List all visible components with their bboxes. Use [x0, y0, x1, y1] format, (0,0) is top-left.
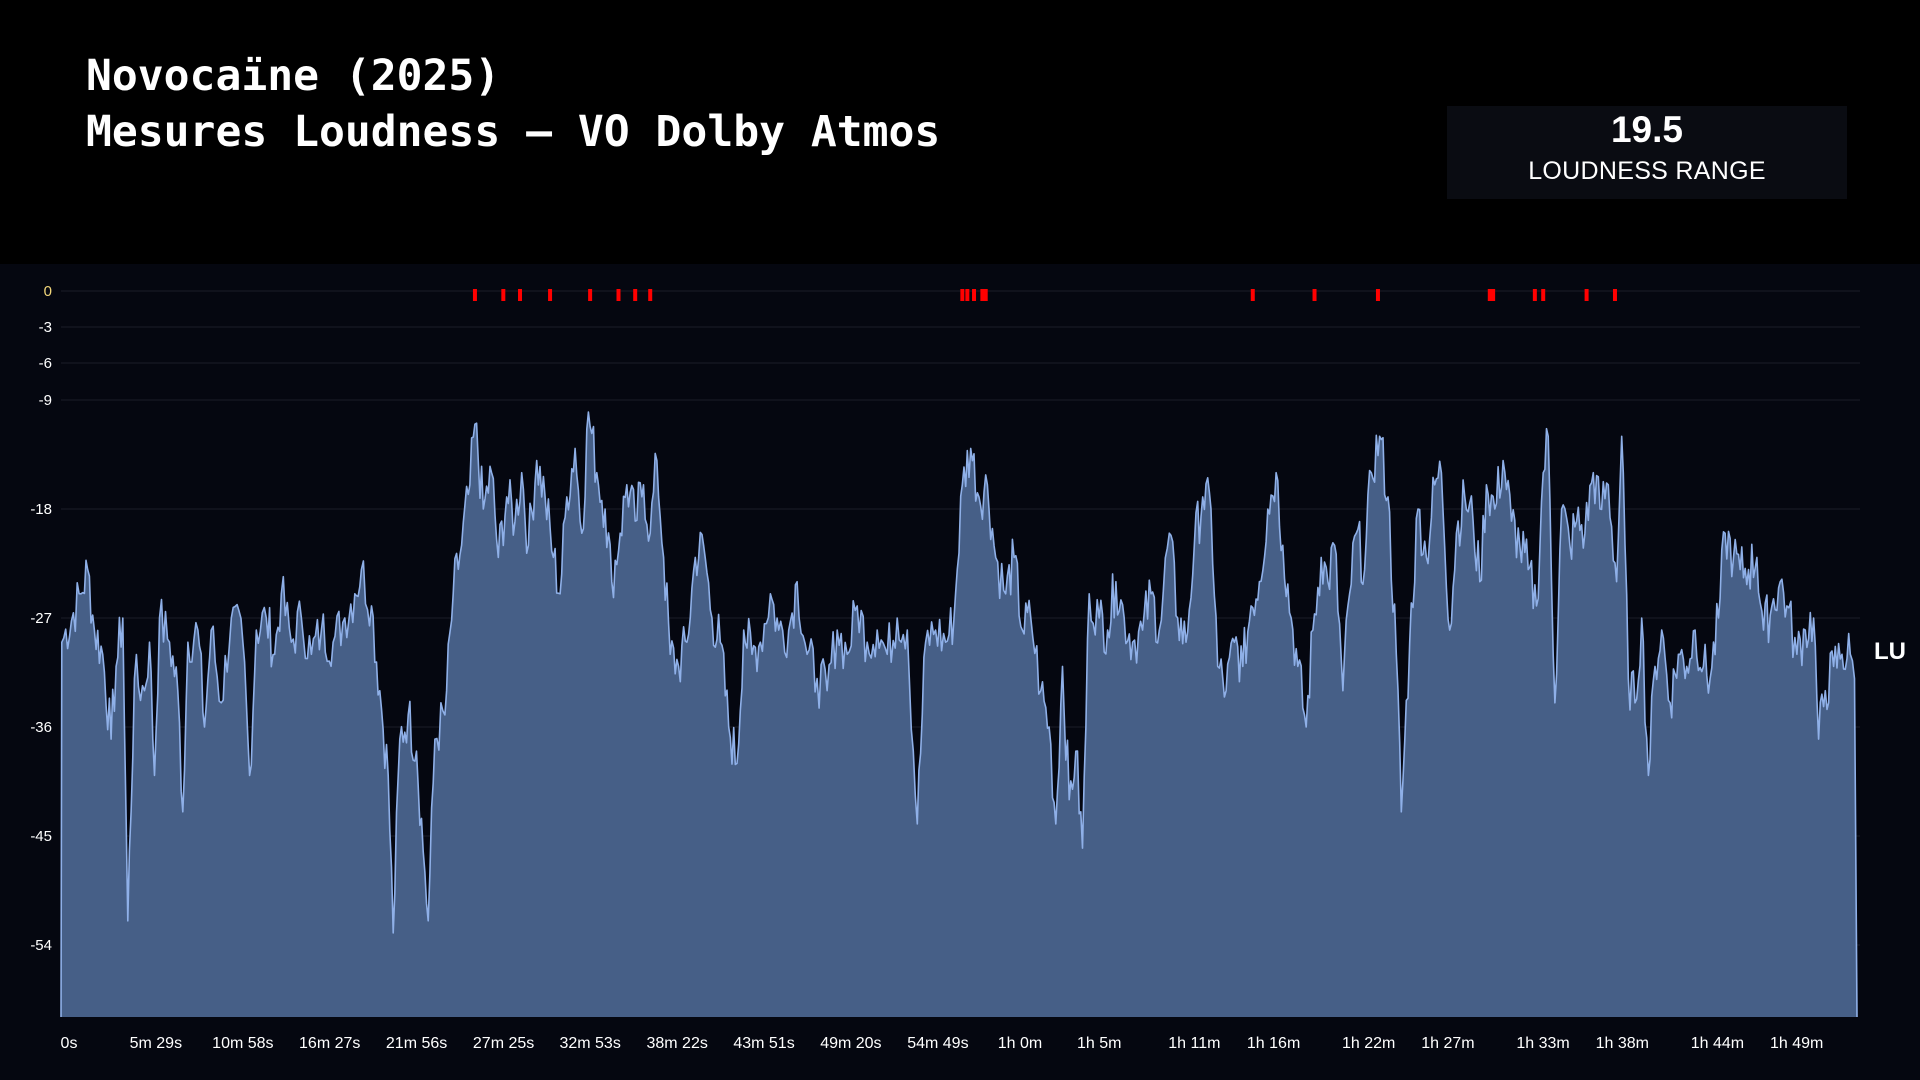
peak-marker: [1312, 289, 1317, 301]
y-tick-label: -45: [30, 828, 52, 845]
peak-marker: [983, 289, 988, 301]
series-line: [60, 411, 1858, 1018]
y-tick-label: -18: [30, 501, 52, 518]
peak-marker: [1375, 289, 1380, 301]
x-tick-label: 49m 20s: [820, 1035, 881, 1052]
y-tick-label: -54: [30, 937, 52, 954]
peak-marker: [1491, 289, 1496, 301]
y-tick-label: 0: [44, 283, 52, 300]
peak-marker: [616, 289, 621, 301]
loudness-range-label: LOUDNESS RANGE: [1528, 157, 1766, 185]
peak-marker: [472, 289, 477, 301]
title-line-2: Mesures Loudness – VO Dolby Atmos: [86, 107, 941, 157]
x-tick-label: 1h 33m: [1516, 1035, 1569, 1052]
y-tick-label: -36: [30, 719, 52, 736]
x-tick-label: 5m 29s: [130, 1035, 182, 1052]
peak-marker: [518, 289, 523, 301]
loudness-chart: 0 -3 -6 -9 -18 -27 -36 -45 -54 0s 5m 29s 10m 58s 16m…: [30, 283, 1860, 1052]
unit-label: LU: [1874, 638, 1906, 665]
x-tick-label: 0s: [61, 1035, 78, 1052]
peak-marker: [980, 289, 985, 301]
peak-marker: [960, 289, 965, 301]
y-tick-label: -9: [39, 392, 52, 409]
loudness-range-value: 19.5: [1610, 109, 1683, 150]
peak-marker: [1584, 289, 1589, 301]
x-tick-label: 1h 22m: [1342, 1035, 1395, 1052]
chart-title: Novocaïne (2025) Mesures Loudness – VO D…: [86, 48, 940, 160]
peak-marker: [1541, 289, 1546, 301]
x-tick-label: 1h 27m: [1421, 1035, 1474, 1052]
x-tick-label: 1h 49m: [1770, 1035, 1823, 1052]
peak-marker: [972, 289, 977, 301]
x-tick-label: 1h 44m: [1691, 1035, 1744, 1052]
peak-marker: [1612, 289, 1617, 301]
loudness-range-card: 19.5 LOUDNESS RANGE: [1447, 106, 1847, 199]
peak-marker: [633, 289, 638, 301]
x-tick-label: 1h 38m: [1596, 1035, 1649, 1052]
peak-marker: [501, 289, 506, 301]
chart-panel: 0 -3 -6 -9 -18 -27 -36 -45 -54 0s 5m 29s 10m 58s 16m…: [0, 264, 1920, 1080]
x-tick-label: 27m 25s: [473, 1035, 534, 1052]
y-tick-label: -6: [39, 355, 52, 372]
peak-marker: [1532, 289, 1537, 301]
x-tick-label: 16m 27s: [299, 1035, 360, 1052]
x-tick-label: 54m 49s: [907, 1035, 968, 1052]
x-tick-label: 38m 22s: [646, 1035, 707, 1052]
x-tick-label: 1h 5m: [1077, 1035, 1121, 1052]
x-tick-label: 1h 0m: [998, 1035, 1042, 1052]
x-tick-label: 10m 58s: [212, 1035, 273, 1052]
x-tick-label: 1h 16m: [1247, 1035, 1300, 1052]
title-line-1: Novocaïne (2025): [86, 51, 501, 101]
peak-marker: [588, 289, 593, 301]
x-tick-label: 1h 11m: [1168, 1035, 1220, 1052]
y-tick-label: -3: [39, 319, 52, 336]
peak-marker: [1250, 289, 1255, 301]
x-tick-label: 21m 56s: [386, 1035, 447, 1052]
x-tick-label: 43m 51s: [733, 1035, 794, 1052]
peak-marker: [965, 289, 970, 301]
series-area: [61, 412, 1857, 1018]
x-tick-label: 32m 53s: [559, 1035, 620, 1052]
peak-marker: [648, 289, 653, 301]
y-tick-label: -27: [30, 610, 52, 627]
peak-marker: [1487, 289, 1492, 301]
peak-marker: [548, 289, 553, 301]
